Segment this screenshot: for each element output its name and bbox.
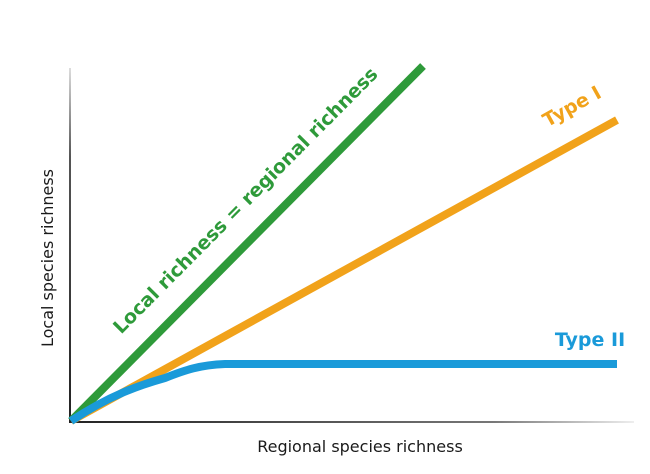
type-2-label: Type II bbox=[555, 329, 625, 351]
x-axis-title: Regional species richness bbox=[257, 437, 463, 456]
type-1-label: Type I bbox=[539, 82, 605, 132]
equality-label: Local richness = regional richness bbox=[109, 63, 382, 338]
type-2-line bbox=[68, 360, 617, 425]
type-1-line bbox=[69, 116, 619, 425]
equality-line bbox=[68, 63, 426, 424]
y-axis bbox=[69, 68, 71, 423]
x-axis bbox=[69, 421, 634, 423]
y-axis-title: Local species richness bbox=[38, 169, 57, 347]
